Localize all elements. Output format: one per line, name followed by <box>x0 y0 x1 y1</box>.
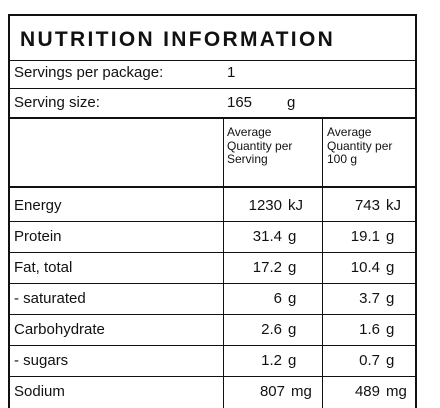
serving-size-unit: g <box>287 94 296 111</box>
saturated-per-100g-unit: g <box>386 290 395 307</box>
protein-per-serving: 31.4 <box>252 228 282 245</box>
energy-per-100g-unit: kJ <box>386 197 401 214</box>
per-100g-header-line2: Quantity per <box>327 138 393 153</box>
fat-total-per-100g-unit: g <box>386 259 395 276</box>
title-divider <box>10 60 415 61</box>
fat-total-per-100g: 10.4 <box>350 259 380 276</box>
sodium-per-100g: 489 <box>354 383 380 400</box>
fat-total-per-serving-unit: g <box>288 259 297 276</box>
per-100g-header: Average Quantity per 100 g <box>327 125 393 167</box>
per-serving-header-line3: Serving <box>227 152 268 166</box>
row-label-energy: Energy <box>14 197 62 214</box>
serving-size-label: Serving size: <box>14 94 100 111</box>
per-serving-header: Average Quantity per Serving <box>227 125 293 167</box>
row-divider <box>10 345 415 346</box>
row-label-saturated: - saturated <box>14 290 86 307</box>
sugars-per-100g-unit: g <box>386 352 395 369</box>
panel-title: NUTRITION INFORMATION <box>20 28 336 51</box>
per-serving-header-line2: Quantity per <box>227 138 293 153</box>
header-divider-top <box>10 117 415 119</box>
sodium-per-serving-unit: mg <box>291 383 312 400</box>
carbohydrate-per-100g-unit: g <box>386 321 395 338</box>
servings-value: 1 <box>227 64 236 81</box>
column-divider-100g <box>322 118 323 408</box>
column-divider-serving <box>223 118 224 408</box>
serving-size-value: 165 <box>227 94 253 111</box>
row-label-sodium: Sodium <box>14 383 65 400</box>
row-label-carbohydrate: Carbohydrate <box>14 321 105 338</box>
sodium-per-serving: 807 <box>259 383 285 400</box>
row-divider <box>10 252 415 253</box>
protein-per-100g: 19.1 <box>350 228 380 245</box>
nutrition-panel <box>8 14 417 408</box>
row-label-sugars: - sugars <box>14 352 69 369</box>
row-label-fat-total: Fat, total <box>14 259 73 276</box>
saturated-per-serving: 6 <box>273 290 282 307</box>
carbohydrate-per-serving-unit: g <box>288 321 297 338</box>
saturated-per-100g: 3.7 <box>359 290 380 307</box>
sugars-per-serving: 1.2 <box>261 352 282 369</box>
protein-per-serving-unit: g <box>288 228 297 245</box>
row-label-protein: Protein <box>14 228 62 245</box>
row-divider <box>10 314 415 315</box>
energy-per-serving: 1230 <box>248 197 282 214</box>
header-divider-bottom <box>10 186 415 188</box>
row-divider <box>10 283 415 284</box>
carbohydrate-per-serving: 2.6 <box>261 321 282 338</box>
fat-total-per-serving: 17.2 <box>252 259 282 276</box>
per-100g-header-line3: 100 g <box>327 152 358 166</box>
sugars-per-serving-unit: g <box>288 352 297 369</box>
servings-divider <box>10 88 415 89</box>
carbohydrate-per-100g: 1.6 <box>359 321 380 338</box>
row-divider <box>10 221 415 222</box>
energy-per-100g: 743 <box>354 197 380 214</box>
energy-per-serving-unit: kJ <box>288 197 303 214</box>
sugars-per-100g: 0.7 <box>359 352 380 369</box>
servings-label: Servings per package: <box>14 64 164 81</box>
sodium-per-100g-unit: mg <box>386 383 407 400</box>
per-100g-header-line1: Average <box>327 125 372 139</box>
per-serving-header-line1: Average <box>227 125 272 139</box>
row-divider <box>10 376 415 377</box>
protein-per-100g-unit: g <box>386 228 395 245</box>
saturated-per-serving-unit: g <box>288 290 297 307</box>
